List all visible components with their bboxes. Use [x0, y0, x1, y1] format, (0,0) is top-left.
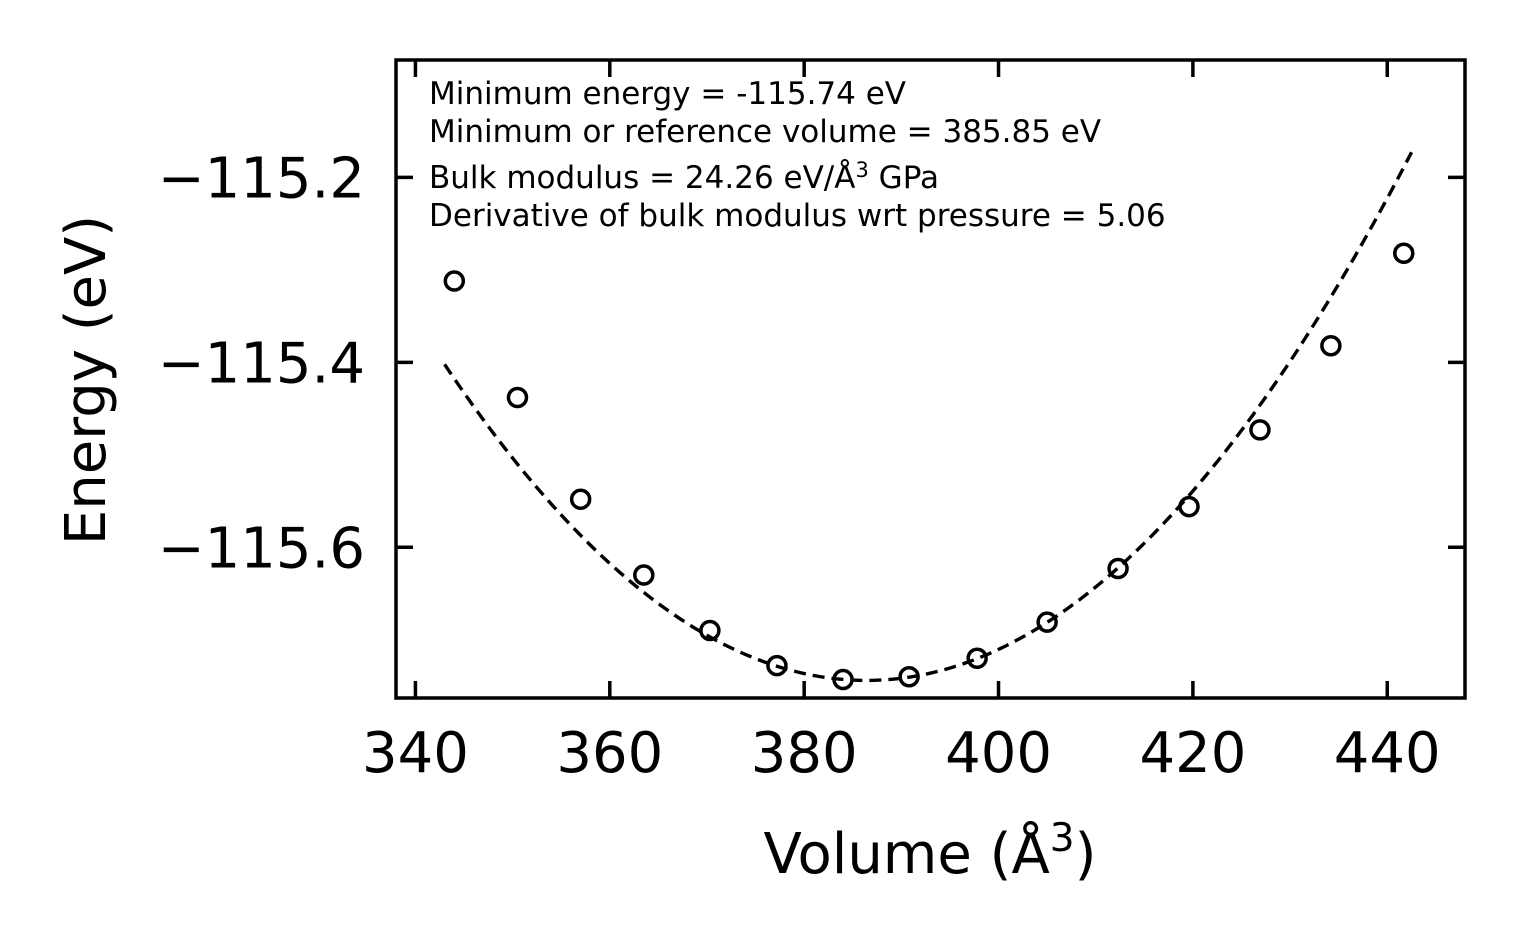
data-markers — [443, 242, 1415, 691]
x-tick-labels: 340 360 380 400 420 440 — [362, 721, 1441, 786]
y-axis-label: Energy (eV) — [54, 215, 119, 545]
data-point — [1107, 557, 1129, 580]
data-point — [898, 665, 920, 688]
fit-curve — [443, 151, 1414, 683]
plot-frame — [394, 58, 1467, 700]
annotation-bulk-modulus-text: Bulk modulus = 24.26 eV/Å — [429, 160, 855, 196]
data-point — [633, 564, 655, 586]
data-point — [766, 654, 788, 677]
x-tick-label: 360 — [556, 721, 663, 786]
axis-ticks — [396, 60, 1465, 698]
x-axis-label-text: Volume (Å — [764, 821, 1050, 887]
annotation-ref-volume: Minimum or reference volume = 385.85 eV — [429, 114, 1101, 150]
x-tick-label: 440 — [1334, 721, 1441, 786]
x-axis-label-end: ) — [1075, 822, 1097, 887]
annotation-bulk-modulus-sup: 3 — [855, 158, 868, 182]
x-tick-label: 340 — [362, 721, 469, 786]
y-tick-label: −115.6 — [158, 516, 365, 581]
x-axis-label-sup: 3 — [1050, 816, 1075, 861]
annotation-min-energy: Minimum energy = -115.74 eV — [429, 76, 906, 112]
y-tick-labels: −115.2 −115.4 −115.6 — [158, 146, 365, 581]
data-point — [569, 488, 592, 510]
y-tick-label: −115.4 — [158, 331, 365, 396]
data-point — [443, 270, 466, 292]
x-axis-label: Volume (Å3) — [764, 816, 1097, 887]
data-point — [1178, 495, 1200, 518]
data-point — [699, 619, 721, 642]
data-point — [1249, 419, 1271, 441]
annotation-bulk-modulus: Bulk modulus = 24.26 eV/Å3 GPa — [429, 158, 939, 196]
annotation-box: Minimum energy = -115.74 eV Minimum or r… — [429, 76, 1166, 234]
y-tick-label: −115.2 — [158, 146, 365, 211]
data-point — [506, 386, 529, 409]
data-point — [832, 668, 854, 691]
data-point — [1036, 611, 1058, 633]
x-tick-label: 420 — [1139, 721, 1246, 786]
x-tick-label: 400 — [945, 721, 1052, 786]
annotation-derivative: Derivative of bulk modulus wrt pressure … — [429, 198, 1166, 234]
x-tick-label: 380 — [751, 721, 858, 786]
data-point — [1393, 242, 1415, 264]
annotation-bulk-modulus-unit: GPa — [869, 160, 939, 196]
data-point — [1320, 334, 1342, 357]
data-point — [966, 647, 988, 669]
